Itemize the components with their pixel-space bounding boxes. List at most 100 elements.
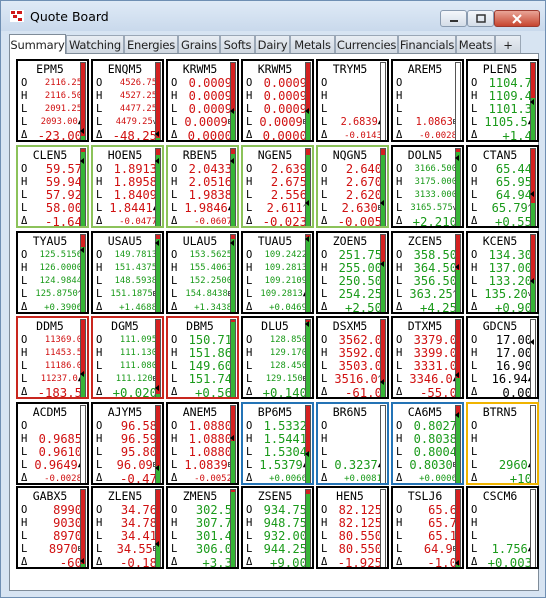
last-price-marker-icon	[80, 247, 84, 254]
minimize-button[interactable]	[440, 10, 467, 27]
quote-cell[interactable]: O H L L Δ ZOEN5 251.75 255.00 250.50 254.25 +2.50	[316, 231, 389, 314]
tab-dairy[interactable]: Dairy	[255, 35, 290, 53]
range-bar-green-fill	[231, 238, 235, 312]
low-value: 1101.3	[488, 102, 532, 116]
last-value: 96.09	[116, 458, 153, 472]
high-value: 2.670	[345, 175, 382, 189]
quote-cell[interactable]: OHLLΔBP6M51.53321.54411.53041.5379▲+0.00…	[241, 402, 314, 485]
quote-cell[interactable]: O H L L Δ TYAU5 125.5156 126.0000 124.9844 125.87…	[16, 231, 89, 314]
row-label: Δ	[471, 556, 478, 568]
quote-cell[interactable]: O H L L Δ ULAU5 153.5625 155.4063 152.2500 154.84…	[166, 231, 239, 314]
quote-cell[interactable]: O H L L Δ USAU5 149.7813 151.4375 148.5938 151.18…	[91, 231, 164, 314]
symbol-label: CA6M5	[407, 405, 443, 419]
title-bar[interactable]: Quote Board	[1, 1, 545, 31]
quote-cell[interactable]: O H L L Δ HEN5 82.125 82.125 80.550 80.550 -1.925	[316, 486, 389, 569]
row-label: H	[246, 90, 253, 102]
tab-meats[interactable]: Meats	[456, 35, 495, 53]
quote-cell[interactable]: O H L L Δ DOLN5 3166.500 3175.000 3133.000 3165.5…	[391, 145, 464, 228]
low-value: 65.1	[428, 529, 457, 543]
last-price-marker-icon	[155, 540, 159, 547]
high-value: 129.170	[269, 348, 307, 358]
tab-metals[interactable]: Metals	[290, 35, 335, 53]
row-label: L	[246, 446, 253, 458]
quote-cell[interactable]: OHLLΔCA6M50.80270.80380.80040.8030B+0.00…	[391, 402, 464, 485]
row-label: Δ	[96, 129, 103, 141]
quote-cell[interactable]: O H L L Δ TUAU5 109.2422 109.2813 109.2109 109.28…	[241, 231, 314, 314]
row-label: L	[321, 116, 328, 128]
last-price-marker-icon	[80, 157, 84, 164]
range-bar	[80, 62, 86, 140]
quote-cell[interactable]: O H L L Δ ZMEN5 302.5 307.7 301.4 306.0 +3.3	[166, 486, 239, 569]
row-label: L	[471, 202, 478, 214]
range-bar	[155, 234, 161, 312]
row-label: Δ	[96, 472, 103, 484]
row-label: L	[171, 103, 178, 115]
quote-cell[interactable]: O H L L Δ CLEN5 59.57 59.94 57.92 58.00 -1.64	[16, 145, 89, 228]
row-label: O	[321, 163, 328, 175]
range-bar-green-fill	[381, 261, 385, 312]
high-value: 65.95	[495, 175, 532, 189]
close-button[interactable]	[494, 10, 540, 27]
quote-cell[interactable]: OHLLΔDGM5111.095111.130111.080111.120B+0…	[91, 316, 164, 399]
quote-cell[interactable]: OHLLΔDLU5128.850129.170128.450129.150B+0…	[241, 316, 314, 399]
quote-cell[interactable]: OHLLΔHOEN51.89131.89581.84091.8441▲-0.04…	[91, 145, 164, 228]
quote-cell[interactable]: OHLLΔKRWM50.00090.00090.00090.0009B0.000…	[241, 59, 314, 142]
last-price-marker-icon	[455, 372, 459, 379]
quote-cell[interactable]: OHLLΔRBEN52.04332.05161.98381.9846▲-0.06…	[166, 145, 239, 228]
tab-watching[interactable]: Watching	[66, 35, 124, 53]
last-row: 58.00	[28, 202, 82, 215]
row-label: Δ	[171, 556, 178, 568]
last-row: 2960▲	[478, 459, 532, 472]
low-value: 80.550	[338, 529, 382, 543]
last-row: 1.0863B	[403, 116, 457, 129]
row-label: Δ	[246, 301, 253, 313]
quote-cell[interactable]: O H L L Δ ZSEN5 934.75 948.75 932.00 944.25 +9.00	[241, 486, 314, 569]
tab-financials[interactable]: Financials	[398, 35, 456, 53]
quote-cell[interactable]: OHLLΔENQM54526.754527.254477.254479.25v-…	[91, 59, 164, 142]
range-bar	[305, 405, 311, 483]
tab-energies[interactable]: Energies	[124, 35, 178, 53]
tab-grains[interactable]: Grains	[178, 35, 220, 53]
last-row: 64.9B	[403, 543, 457, 556]
quote-cell[interactable]: OHLLΔEPM52116.252116.502091.252093.00▲-2…	[16, 59, 89, 142]
range-bar	[455, 405, 461, 483]
low-value: 250.50	[338, 274, 382, 288]
tab-currencies[interactable]: Currencies	[335, 35, 398, 53]
range-bar-green-fill	[156, 393, 160, 397]
quote-cell[interactable]: OHLLΔDDM511369.011453.511186.011237.0▲-1…	[16, 316, 89, 399]
range-bar	[380, 148, 386, 226]
range-bar	[530, 405, 536, 483]
quote-cell[interactable]: O H L L Δ DBM5 150.71 151.86 149.60 151.74 +0.56	[166, 316, 239, 399]
quote-cell[interactable]: OHLLΔKRWM50.00090.00090.00090.0009B0.000…	[166, 59, 239, 142]
row-label: O	[21, 334, 28, 346]
row-label: L	[171, 446, 178, 458]
tab-summary[interactable]: Summary	[9, 34, 66, 54]
symbol-label: NQGN5	[332, 148, 368, 162]
quote-cell[interactable]: OHLLΔGABX58990903089708970B-60	[16, 486, 89, 569]
tab-add[interactable]: +	[495, 35, 521, 53]
maximize-button[interactable]	[467, 10, 494, 27]
tab-softs[interactable]: Softs	[220, 35, 255, 53]
last-price-marker-icon	[530, 338, 534, 345]
quote-cell[interactable]: OHLLΔANEM51.08801.08801.08801.0839B-0.00…	[166, 402, 239, 485]
